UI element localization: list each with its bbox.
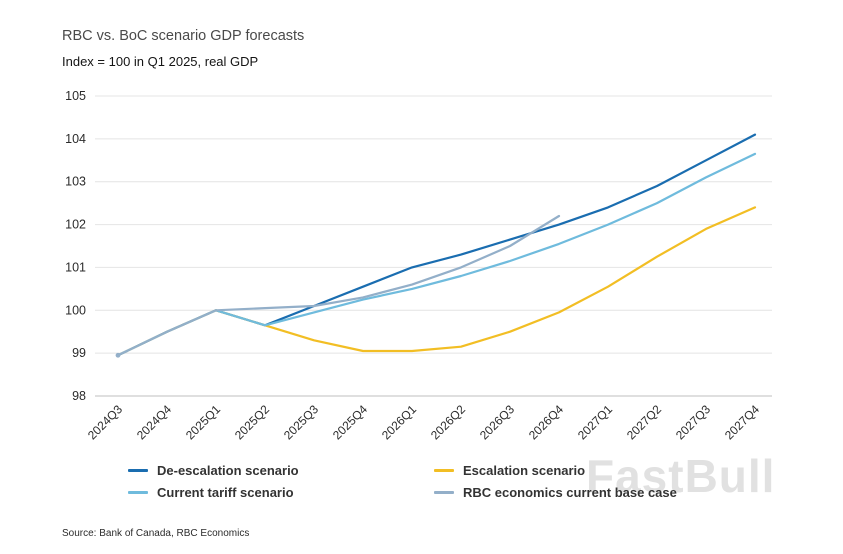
svg-text:2024Q4: 2024Q4 [134,402,174,442]
legend-label: De-escalation scenario [157,463,299,478]
gdp-line-chart: 98 99 100 101 102 103 104 105 2024Q3 2024Q4 2025Q1… [65,89,772,442]
svg-text:103: 103 [65,175,86,189]
svg-text:98: 98 [72,389,86,403]
legend-item-de-escalation: De-escalation scenario [128,463,434,478]
svg-text:100: 100 [65,303,86,317]
legend-label: RBC economics current base case [463,485,677,500]
svg-text:2027Q3: 2027Q3 [673,402,713,442]
svg-text:2026Q2: 2026Q2 [428,402,468,442]
chart-legend: De-escalation scenario Escalation scenar… [128,463,764,500]
escalation-line-swatch [434,469,454,472]
legend-item-escalation: Escalation scenario [434,463,764,478]
svg-text:105: 105 [65,89,86,103]
legend-label: Escalation scenario [463,463,586,478]
svg-text:2025Q4: 2025Q4 [330,402,370,442]
chart-title: RBC vs. BoC scenario GDP forecasts [62,28,305,44]
legend-item-current-tariff: Current tariff scenario [128,485,434,500]
svg-text:2025Q1: 2025Q1 [183,402,223,442]
source-note: Source: Bank of Canada, RBC Economics [62,528,250,539]
de-escalation-line-swatch [128,469,148,472]
svg-text:2026Q1: 2026Q1 [379,402,419,442]
svg-text:101: 101 [65,260,86,274]
svg-text:2027Q1: 2027Q1 [575,402,615,442]
svg-text:2027Q4: 2027Q4 [722,402,762,442]
svg-text:99: 99 [72,346,86,360]
rbc-base-case-line-swatch [434,491,454,494]
svg-text:2026Q4: 2026Q4 [526,402,566,442]
chart-area: 98 99 100 101 102 103 104 105 2024Q3 2024Q4 2025Q1… [0,80,843,460]
svg-text:2025Q3: 2025Q3 [281,402,321,442]
current-tariff-line-swatch [128,491,148,494]
svg-text:2024Q3: 2024Q3 [85,402,125,442]
chart-subtitle: Index = 100 in Q1 2025, real GDP [62,54,259,69]
svg-text:102: 102 [65,218,86,232]
legend-label: Current tariff scenario [157,485,294,500]
svg-text:104: 104 [65,132,86,146]
svg-text:2026Q3: 2026Q3 [477,402,517,442]
legend-item-rbc-base-case: RBC economics current base case [434,485,764,500]
svg-text:2025Q2: 2025Q2 [232,402,272,442]
svg-text:2027Q2: 2027Q2 [624,402,664,442]
